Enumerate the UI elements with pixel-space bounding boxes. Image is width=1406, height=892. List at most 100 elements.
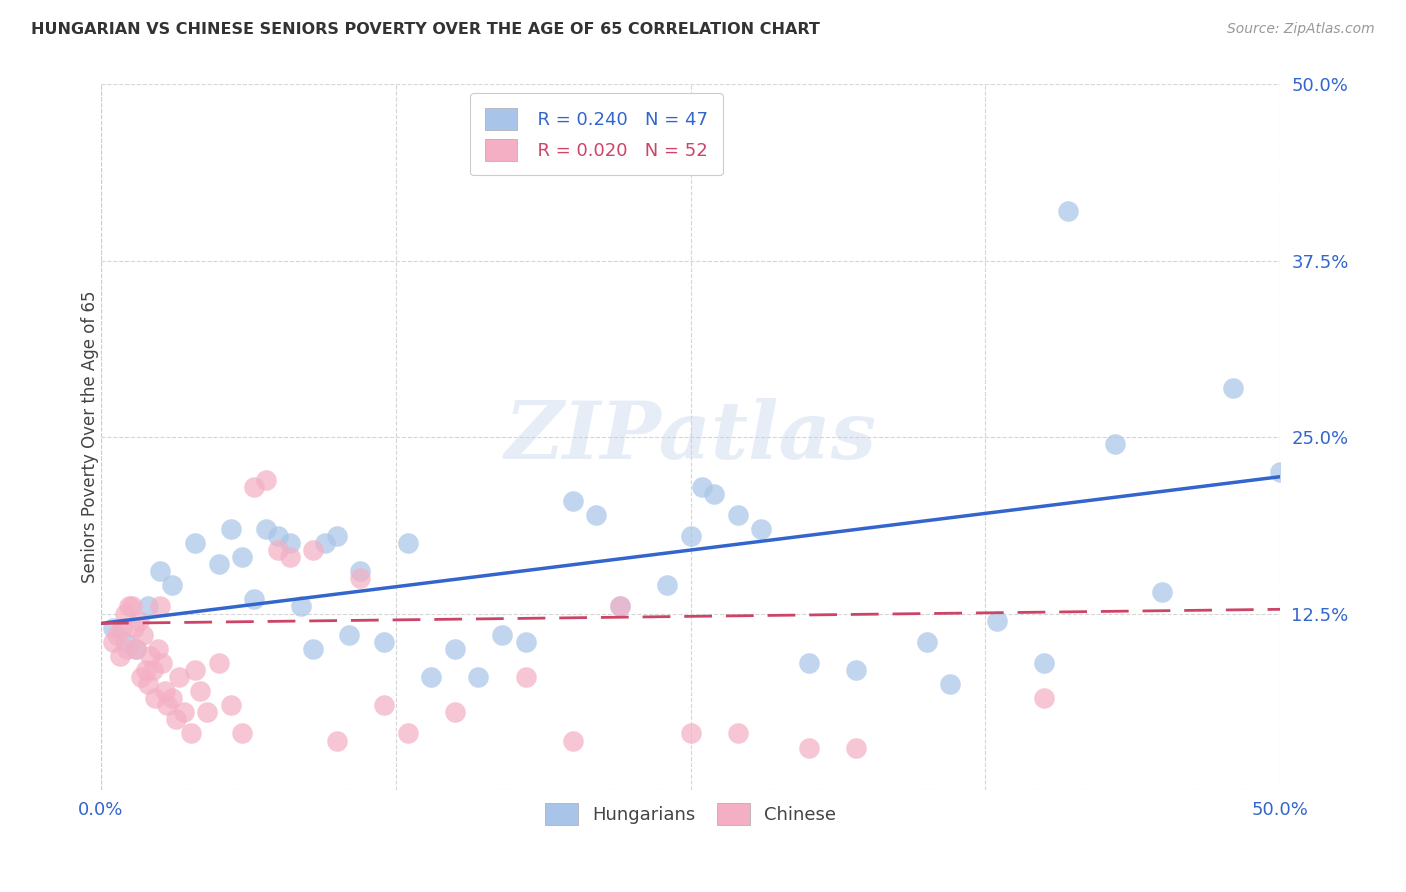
Point xyxy=(515,634,537,648)
Text: HUNGARIAN VS CHINESE SENIORS POVERTY OVER THE AGE OF 65 CORRELATION CHART: HUNGARIAN VS CHINESE SENIORS POVERTY OVE… xyxy=(31,22,820,37)
Point xyxy=(679,529,702,543)
Point xyxy=(302,543,325,558)
Point xyxy=(184,536,207,550)
Point xyxy=(561,733,583,747)
Point xyxy=(278,536,301,550)
Point xyxy=(1222,381,1244,395)
Point xyxy=(561,493,583,508)
Point xyxy=(727,726,749,740)
Point xyxy=(149,599,172,614)
Point xyxy=(373,698,395,713)
Point xyxy=(136,599,159,614)
Point xyxy=(243,592,266,607)
Point xyxy=(396,726,419,740)
Point xyxy=(326,733,349,747)
Point xyxy=(153,684,176,698)
Point xyxy=(114,634,136,648)
Point xyxy=(208,557,231,571)
Point xyxy=(1152,585,1174,599)
Point xyxy=(655,578,678,592)
Point xyxy=(326,529,349,543)
Point xyxy=(939,677,962,691)
Point xyxy=(986,614,1008,628)
Point xyxy=(118,599,141,614)
Point xyxy=(132,628,155,642)
Point xyxy=(443,641,465,656)
Point xyxy=(208,656,231,670)
Point xyxy=(146,641,169,656)
Point xyxy=(115,641,138,656)
Point xyxy=(1033,691,1056,706)
Point xyxy=(128,614,150,628)
Point xyxy=(845,740,868,755)
Point xyxy=(156,698,179,713)
Point xyxy=(114,607,136,621)
Point xyxy=(173,706,195,720)
Point xyxy=(135,663,157,677)
Point xyxy=(703,486,725,500)
Point xyxy=(1033,656,1056,670)
Point xyxy=(180,726,202,740)
Point xyxy=(125,641,148,656)
Point xyxy=(692,479,714,493)
Text: ZIPatlas: ZIPatlas xyxy=(505,399,877,476)
Point xyxy=(129,670,152,684)
Point xyxy=(267,543,290,558)
Y-axis label: Seniors Poverty Over the Age of 65: Seniors Poverty Over the Age of 65 xyxy=(82,291,98,583)
Point xyxy=(585,508,607,522)
Point xyxy=(797,656,820,670)
Point xyxy=(136,677,159,691)
Point xyxy=(1270,466,1292,480)
Point xyxy=(254,473,277,487)
Point xyxy=(231,726,253,740)
Point xyxy=(679,726,702,740)
Point xyxy=(396,536,419,550)
Point xyxy=(219,698,242,713)
Point xyxy=(1057,204,1080,219)
Point xyxy=(111,621,134,635)
Point xyxy=(167,670,190,684)
Point xyxy=(314,536,336,550)
Point xyxy=(122,621,145,635)
Point xyxy=(160,691,183,706)
Legend: Hungarians, Chinese: Hungarians, Chinese xyxy=(536,794,845,834)
Point xyxy=(349,564,371,578)
Point xyxy=(149,564,172,578)
Point xyxy=(797,740,820,755)
Point xyxy=(150,656,173,670)
Point xyxy=(107,628,129,642)
Point xyxy=(219,522,242,536)
Point xyxy=(337,628,360,642)
Point xyxy=(101,634,124,648)
Point xyxy=(101,621,124,635)
Point xyxy=(491,628,513,642)
Point xyxy=(125,641,148,656)
Point xyxy=(290,599,312,614)
Point xyxy=(515,670,537,684)
Point xyxy=(243,479,266,493)
Point xyxy=(349,571,371,585)
Point xyxy=(195,706,218,720)
Point xyxy=(142,663,165,677)
Point xyxy=(751,522,773,536)
Point xyxy=(267,529,290,543)
Point xyxy=(139,648,162,663)
Point xyxy=(373,634,395,648)
Point xyxy=(1104,437,1126,451)
Text: Source: ZipAtlas.com: Source: ZipAtlas.com xyxy=(1227,22,1375,37)
Point xyxy=(302,641,325,656)
Point xyxy=(121,599,143,614)
Point xyxy=(143,691,166,706)
Point xyxy=(609,599,631,614)
Point xyxy=(420,670,443,684)
Point xyxy=(845,663,868,677)
Point xyxy=(609,599,631,614)
Point xyxy=(188,684,211,698)
Point xyxy=(254,522,277,536)
Point xyxy=(443,706,465,720)
Point xyxy=(727,508,749,522)
Point xyxy=(165,712,187,726)
Point xyxy=(160,578,183,592)
Point xyxy=(915,634,938,648)
Point xyxy=(467,670,489,684)
